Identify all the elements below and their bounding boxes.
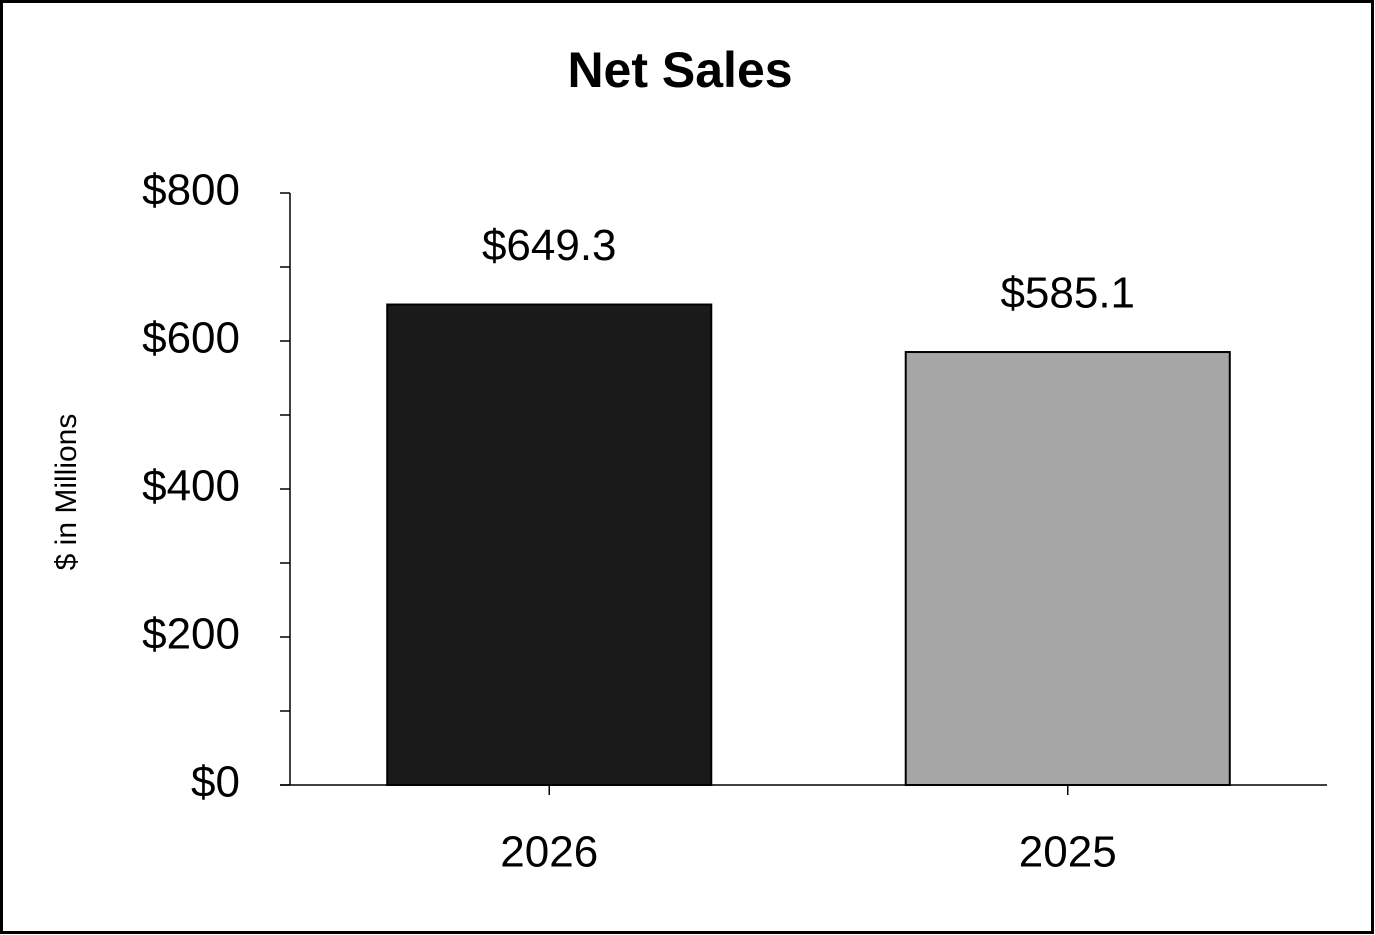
value-label: $649.3: [482, 221, 617, 270]
chart-title: Net Sales: [567, 42, 792, 98]
bar: [386, 303, 713, 786]
y-tick-label: $0: [191, 758, 240, 807]
y-axis-label: $ in Millions: [50, 414, 83, 571]
y-tick-label: $400: [142, 462, 240, 511]
x-tick-label: 2026: [500, 828, 598, 877]
y-tick-label: $200: [142, 610, 240, 659]
x-tick-label: 2025: [1019, 828, 1117, 877]
y-tick-label: $800: [142, 166, 240, 215]
bar: [904, 351, 1231, 786]
value-label: $585.1: [1000, 269, 1135, 318]
y-tick-label: $600: [142, 314, 240, 363]
